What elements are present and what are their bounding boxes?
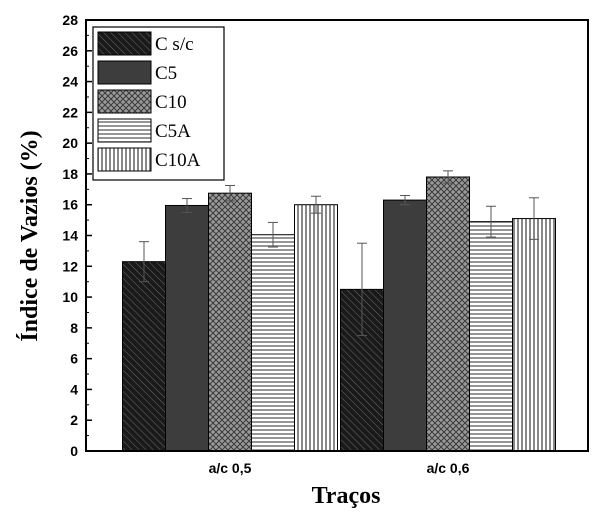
legend-swatch	[98, 32, 151, 55]
legend-swatch	[98, 90, 151, 113]
bar-c10-1	[209, 193, 252, 451]
y-tick-label: 8	[70, 320, 78, 336]
bar-c10a-2	[513, 219, 556, 451]
bar-c5-2	[384, 200, 427, 451]
y-tick-label: 14	[62, 228, 78, 244]
legend-label: C5	[155, 63, 177, 84]
legend-swatch	[98, 61, 151, 84]
bar-c5a-2	[470, 222, 513, 451]
bar-c10-2	[427, 177, 470, 451]
bar-c-s-c-1	[123, 262, 166, 451]
y-tick-label: 18	[62, 166, 78, 182]
y-tick-label: 20	[62, 135, 78, 151]
y-axis-title: Índice de Vazios (%)	[17, 130, 43, 341]
legend-swatch	[98, 148, 151, 171]
x-axis-title: Traços	[312, 483, 381, 509]
y-tick-label: 16	[62, 197, 78, 213]
y-tick-label: 0	[70, 443, 78, 459]
legend: C s/c C5 C10 C5A C10A	[93, 27, 224, 180]
bar-c10a-1	[295, 205, 338, 451]
legend-label: C10A	[155, 150, 201, 171]
legend-label: C s/c	[155, 34, 194, 55]
y-tick-label: 4	[70, 381, 78, 397]
y-tick-label: 12	[62, 258, 78, 274]
bar-c5-1	[166, 205, 209, 451]
bar-c5a-1	[252, 235, 295, 451]
y-tick-label: 28	[62, 12, 78, 28]
y-tick-label: 10	[62, 289, 78, 305]
x-tick-label: a/c 0,5	[209, 460, 252, 476]
y-tick-label: 2	[70, 412, 78, 428]
legend-swatch	[98, 119, 151, 142]
y-tick-label: 6	[70, 351, 78, 367]
x-tick-label: a/c 0,6	[427, 460, 470, 476]
legend-label: C10	[155, 92, 187, 113]
legend-label: C5A	[155, 121, 191, 142]
y-tick-label: 26	[62, 43, 78, 59]
y-tick-label: 24	[62, 74, 78, 90]
y-tick-label: 22	[62, 104, 78, 120]
